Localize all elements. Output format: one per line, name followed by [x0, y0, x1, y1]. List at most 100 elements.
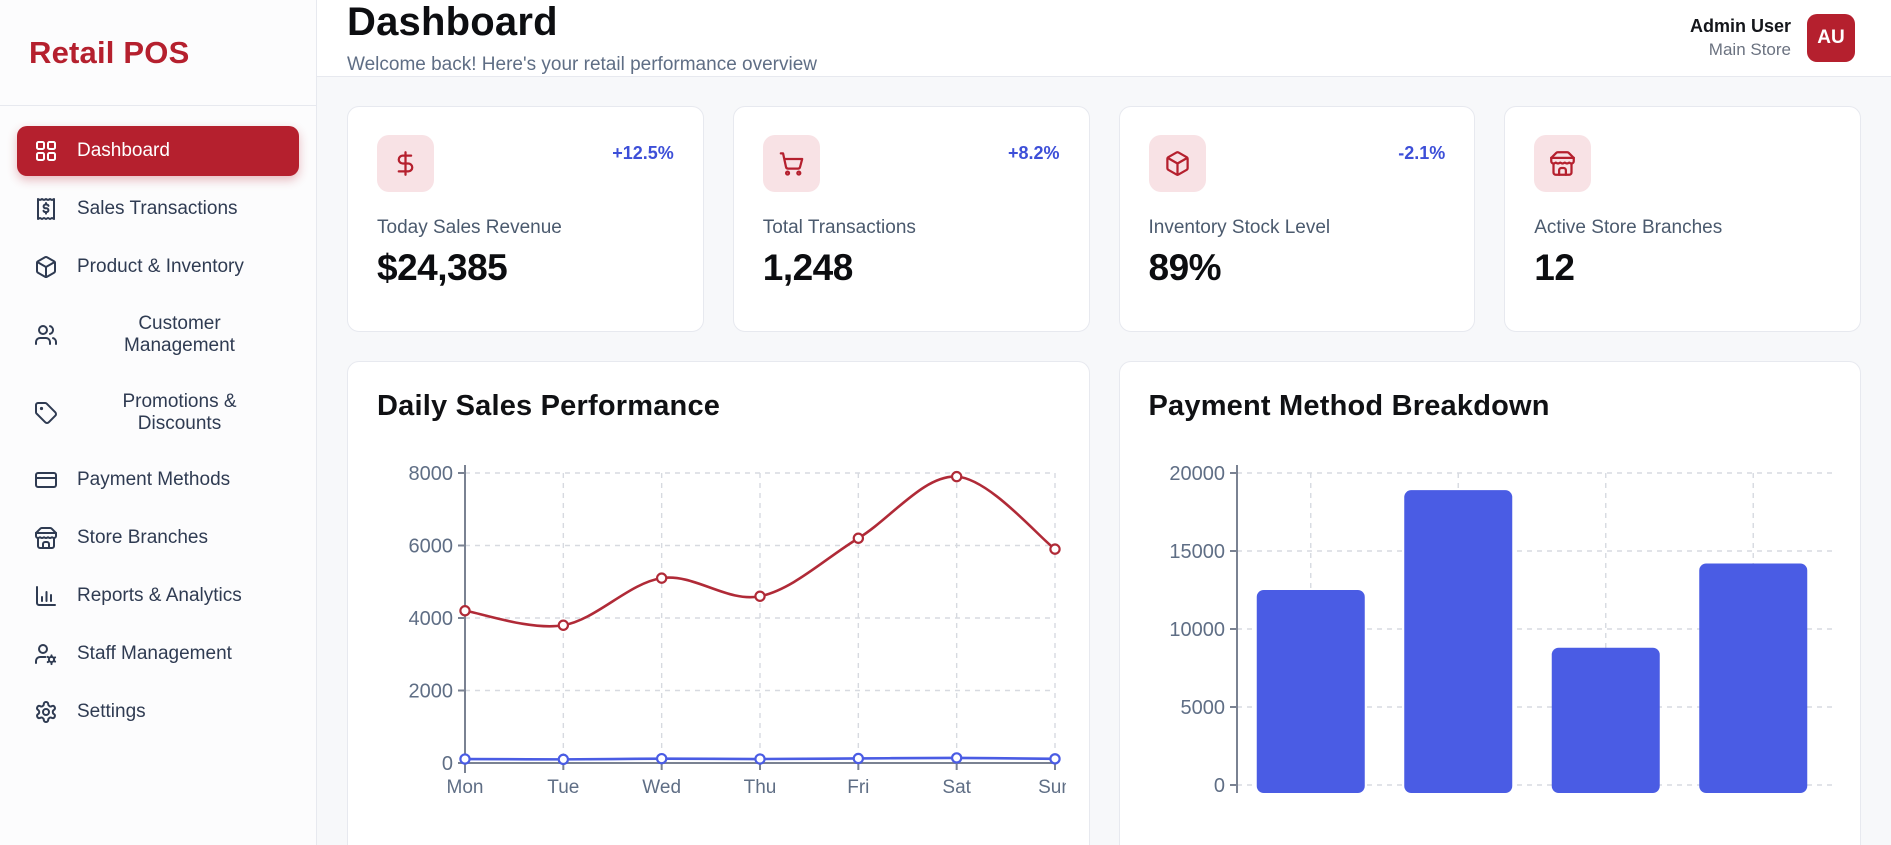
- package-icon: [36, 256, 56, 278]
- svg-text:Thu: Thu: [744, 777, 777, 798]
- stat-value: 1,248: [762, 247, 854, 288]
- sidebar-item-store-branches[interactable]: Store Branches: [17, 513, 299, 563]
- svg-text:4000: 4000: [409, 608, 454, 630]
- svg-text:0: 0: [1213, 775, 1224, 797]
- stat-label: Active Store Branches: [1534, 217, 1723, 238]
- line-chart-title: Daily Sales Performance: [377, 390, 721, 422]
- stat-card-today-sales-revenue: +12.5% Today Sales Revenue $24,385: [347, 106, 704, 332]
- sidebar-item-icon: [34, 700, 58, 724]
- bar-chart-icon: [36, 586, 56, 607]
- sidebar-item-label: Store Branches: [77, 527, 208, 549]
- stat-change: -2.1%: [1398, 143, 1446, 163]
- settings-icon: [36, 701, 56, 724]
- sidebar-item-label: Promotions & Discounts: [122, 390, 237, 434]
- stat-card-total-transactions: +8.2% Total Transactions 1,248: [732, 106, 1090, 332]
- header: Dashboard Welcome back! Here's your reta…: [317, 0, 1891, 77]
- user-cog-icon: [35, 644, 57, 666]
- sidebar-item-icon: [34, 255, 58, 279]
- user-names: Admin User Main Store: [1690, 16, 1791, 60]
- svg-text:5000: 5000: [1180, 697, 1225, 719]
- sidebar-item-icon: [34, 584, 58, 608]
- package-icon: [1165, 151, 1189, 176]
- svg-text:15000: 15000: [1169, 541, 1225, 563]
- daily-sales-line-chart: 0 2000 4000 6000 8000 Mon Tue Wed Thu Fri Sat Sun: [409, 463, 1067, 798]
- svg-text:Wed: Wed: [642, 777, 681, 798]
- sidebar-item-icon: [34, 401, 58, 425]
- bar-chart-card: Payment Method Breakdown 0 5000 10000 15000…: [1118, 361, 1861, 845]
- stat-value: 12: [1534, 247, 1575, 288]
- sidebar-item-icon: [34, 468, 58, 492]
- stat-change: +8.2%: [1007, 143, 1060, 163]
- svg-text:Sat: Sat: [942, 777, 971, 798]
- sidebar-nav: Dashboard Sales Transactions Product & I…: [0, 106, 316, 757]
- charts-grid: Daily Sales Performance 0 2000 4000 6000 800…: [347, 361, 1861, 845]
- svg-text:20000: 20000: [1169, 463, 1225, 485]
- stat-icon: [762, 135, 820, 192]
- stat-label: Today Sales Revenue: [377, 217, 562, 238]
- stat-value: $24,385: [377, 247, 508, 288]
- sidebar-item-label: Staff Management: [77, 643, 232, 665]
- sidebar-item-label: Sales Transactions: [77, 198, 238, 220]
- brand: Retail POS: [0, 0, 316, 106]
- user-name: Admin User: [1689, 16, 1791, 36]
- sidebar-item-settings[interactable]: Settings: [17, 687, 299, 737]
- users-icon: [35, 324, 57, 345]
- sidebar-item-icon: [34, 197, 58, 221]
- sidebar-item-icon: [34, 139, 58, 163]
- main-column: Dashboard Welcome back! Here's your reta…: [317, 0, 1891, 845]
- svg-text:10000: 10000: [1169, 619, 1225, 641]
- stat-icon: [1148, 135, 1206, 192]
- svg-text:8000: 8000: [409, 463, 454, 485]
- sidebar-item-staff-management[interactable]: Staff Management: [17, 629, 299, 679]
- layout-grid-icon: [36, 141, 56, 161]
- receipt-icon: [37, 198, 55, 220]
- stat-card-active-store-branches: Active Store Branches 12: [1504, 106, 1861, 332]
- svg-text:0: 0: [442, 753, 453, 775]
- sidebar: Retail POS Dashboard Sales Transactions …: [0, 0, 317, 845]
- sidebar-item-label: Payment Methods: [77, 469, 231, 491]
- svg-text:Fri: Fri: [847, 777, 869, 798]
- user-store: Main Store: [1708, 40, 1791, 59]
- bar-chart-title: Payment Method Breakdown: [1148, 390, 1550, 422]
- dollar-icon: [397, 151, 414, 176]
- tag-icon: [35, 401, 57, 424]
- page-title: Dashboard: [347, 0, 558, 44]
- stat-icon: [377, 135, 434, 192]
- sidebar-item-label: Product & Inventory: [77, 256, 244, 278]
- header-titles: Dashboard Welcome back! Here's your reta…: [347, 0, 817, 76]
- content: +12.5% Today Sales Revenue $24,385 +8.2%…: [317, 77, 1891, 845]
- stat-value: 89%: [1148, 247, 1222, 288]
- stat-card-top: +8.2%: [762, 135, 1060, 192]
- svg-text:Mon: Mon: [447, 777, 484, 798]
- store-icon: [1550, 151, 1576, 176]
- stat-label: Total Transactions: [762, 217, 916, 238]
- brand-logo: Retail POS: [29, 34, 190, 70]
- sidebar-item-icon: [34, 323, 58, 347]
- sidebar-item-reports-analytics[interactable]: Reports & Analytics: [17, 571, 299, 621]
- sidebar-item-promotions-discounts[interactable]: Promotions & Discounts: [17, 378, 299, 448]
- sidebar-item-payment-methods[interactable]: Payment Methods: [17, 455, 299, 505]
- sidebar-item-label: Customer Management: [124, 313, 235, 356]
- stats-grid: +12.5% Today Sales Revenue $24,385 +8.2%…: [347, 106, 1861, 332]
- svg-text:Sun: Sun: [1038, 777, 1066, 798]
- cart-icon: [779, 152, 804, 176]
- avatar: AU: [1807, 14, 1855, 62]
- sidebar-item-icon: [34, 526, 58, 550]
- stat-card-inventory-stock-level: -2.1% Inventory Stock Level 89%: [1118, 106, 1476, 332]
- sidebar-item-product-inventory[interactable]: Product & Inventory: [17, 242, 299, 292]
- sidebar-item-label: Settings: [77, 701, 146, 723]
- credit-card-icon: [35, 472, 57, 489]
- stat-card-top: +12.5%: [377, 135, 674, 192]
- stat-icon: [1534, 135, 1592, 192]
- sidebar-item-sales-transactions[interactable]: Sales Transactions: [17, 184, 299, 234]
- svg-text:Tue: Tue: [547, 777, 579, 798]
- payment-method-bar-chart: 0 5000 10000 15000 20000: [1169, 463, 1833, 797]
- sidebar-item-label: Dashboard: [77, 140, 170, 162]
- sidebar-item-dashboard[interactable]: Dashboard: [17, 126, 299, 176]
- page-subtitle: Welcome back! Here's your retail perform…: [347, 54, 818, 75]
- line-chart-card: Daily Sales Performance 0 2000 4000 6000 800…: [347, 361, 1090, 845]
- sidebar-item-customer-management[interactable]: Customer Management: [17, 300, 299, 370]
- stat-change: +12.5%: [612, 143, 674, 163]
- user-menu[interactable]: Admin User Main Store AU: [1690, 14, 1855, 62]
- svg-text:2000: 2000: [409, 681, 454, 703]
